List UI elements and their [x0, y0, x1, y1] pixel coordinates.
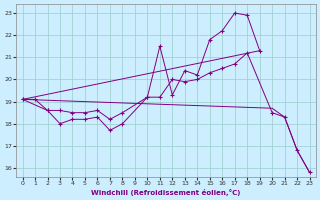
X-axis label: Windchill (Refroidissement éolien,°C): Windchill (Refroidissement éolien,°C): [92, 189, 241, 196]
